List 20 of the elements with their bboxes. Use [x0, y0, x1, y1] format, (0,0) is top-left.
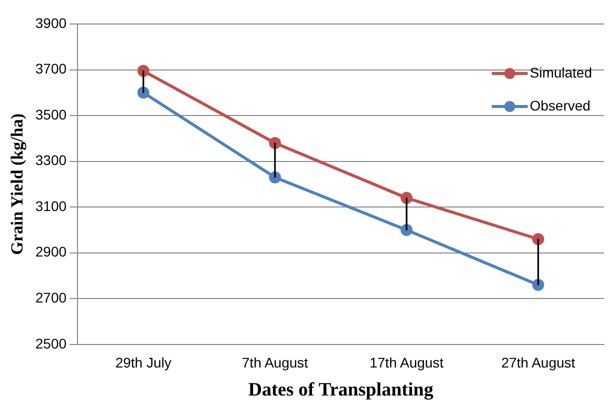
legend-label: Observed — [530, 97, 590, 114]
x-tick-label: 29th July — [115, 354, 172, 371]
y-tick-label: 3500 — [35, 106, 67, 122]
y-tick-label: 3100 — [35, 198, 67, 214]
y-axis-title: Grain Yield (kg/ha) — [8, 114, 27, 255]
y-tick-label: 3900 — [35, 14, 67, 31]
x-axis-title: Dates of Transplanting — [248, 380, 434, 401]
y-tick-label: 2900 — [35, 244, 67, 260]
point — [532, 278, 544, 291]
point — [137, 86, 150, 99]
y-tick-label: 2500 — [35, 335, 67, 352]
y-tick-label: 3300 — [35, 152, 67, 168]
point — [532, 233, 544, 246]
y-tick-label: 2700 — [35, 289, 67, 306]
x-tick-label: 17th August — [370, 354, 444, 371]
x-tick-label: 7th August — [242, 354, 308, 371]
legend-label: Simulated — [530, 64, 592, 80]
x-tick-label: 27th August — [501, 354, 576, 371]
y-tick-label: 3700 — [35, 60, 67, 77]
point — [137, 64, 150, 77]
